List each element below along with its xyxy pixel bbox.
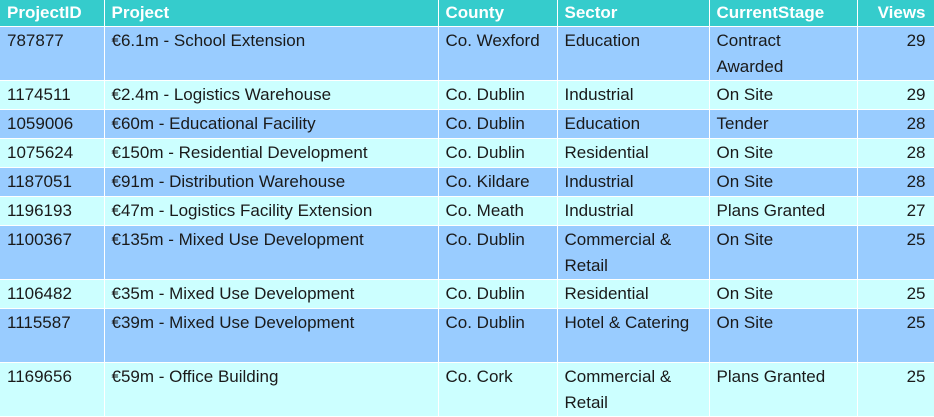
cell-projectid: 1169656 [0, 362, 105, 417]
cell-currentstage: Plans Granted [709, 196, 858, 226]
cell-currentstage: On Site [709, 167, 858, 197]
table-row[interactable]: 1169656 €59m - Office Building Co. Cork … [0, 362, 934, 417]
cell-county: Co. Dublin [438, 308, 558, 363]
cell-county: Co. Meath [438, 196, 558, 226]
cell-project: €47m - Logistics Facility Extension [104, 196, 439, 226]
table-row[interactable]: 1196193 €47m - Logistics Facility Extens… [0, 196, 934, 226]
cell-currentstage: On Site [709, 279, 858, 309]
cell-views: 25 [857, 225, 934, 280]
table-row[interactable]: 1106482 €35m - Mixed Use Development Co.… [0, 279, 934, 309]
cell-sector: Residential [557, 138, 710, 168]
cell-sector: Commercial & Retail [557, 225, 710, 280]
cell-projectid: 787877 [0, 26, 105, 81]
column-header-views[interactable]: Views [857, 0, 934, 27]
cell-project: €59m - Office Building [104, 362, 439, 417]
cell-sector: Education [557, 26, 710, 81]
cell-projectid: 1100367 [0, 225, 105, 280]
cell-views: 28 [857, 109, 934, 139]
cell-projectid: 1187051 [0, 167, 105, 197]
cell-views: 29 [857, 26, 934, 81]
cell-views: 25 [857, 308, 934, 363]
cell-county: Co. Dublin [438, 109, 558, 139]
cell-project: €35m - Mixed Use Development [104, 279, 439, 309]
table-row[interactable]: 1075624 €150m - Residential Development … [0, 138, 934, 168]
column-header-project[interactable]: Project [104, 0, 439, 27]
cell-sector: Commercial & Retail [557, 362, 710, 417]
cell-county: Co. Cork [438, 362, 558, 417]
cell-projectid: 1196193 [0, 196, 105, 226]
table-row[interactable]: 1115587 €39m - Mixed Use Development Co.… [0, 308, 934, 363]
cell-project: €150m - Residential Development [104, 138, 439, 168]
cell-currentstage: Tender [709, 109, 858, 139]
column-header-currentstage[interactable]: CurrentStage [709, 0, 858, 27]
cell-sector: Education [557, 109, 710, 139]
column-header-sector[interactable]: Sector [557, 0, 710, 27]
table-row[interactable]: 1100367 €135m - Mixed Use Development Co… [0, 225, 934, 280]
cell-views: 25 [857, 362, 934, 417]
cell-project: €60m - Educational Facility [104, 109, 439, 139]
cell-project: €39m - Mixed Use Development [104, 308, 439, 363]
cell-projectid: 1115587 [0, 308, 105, 363]
cell-currentstage: On Site [709, 138, 858, 168]
table-row[interactable]: 787877 €6.1m - School Extension Co. Wexf… [0, 26, 934, 81]
table-row[interactable]: 1174511 €2.4m - Logistics Warehouse Co. … [0, 80, 934, 110]
cell-county: Co. Dublin [438, 138, 558, 168]
cell-currentstage: On Site [709, 80, 858, 110]
cell-currentstage: On Site [709, 225, 858, 280]
cell-views: 28 [857, 167, 934, 197]
cell-views: 29 [857, 80, 934, 110]
cell-sector: Industrial [557, 167, 710, 197]
cell-views: 27 [857, 196, 934, 226]
cell-county: Co. Dublin [438, 80, 558, 110]
cell-currentstage: Contract Awarded [709, 26, 858, 81]
cell-views: 25 [857, 279, 934, 309]
cell-county: Co. Dublin [438, 279, 558, 309]
cell-sector: Industrial [557, 80, 710, 110]
cell-views: 28 [857, 138, 934, 168]
cell-project: €2.4m - Logistics Warehouse [104, 80, 439, 110]
column-header-county[interactable]: County [438, 0, 558, 27]
cell-sector: Industrial [557, 196, 710, 226]
table-row[interactable]: 1187051 €91m - Distribution Warehouse Co… [0, 167, 934, 197]
cell-project: €91m - Distribution Warehouse [104, 167, 439, 197]
cell-project: €6.1m - School Extension [104, 26, 439, 81]
column-header-projectid[interactable]: ProjectID [0, 0, 105, 27]
cell-project: €135m - Mixed Use Development [104, 225, 439, 280]
cell-sector: Hotel & Catering [557, 308, 710, 363]
cell-projectid: 1059006 [0, 109, 105, 139]
cell-projectid: 1174511 [0, 80, 105, 110]
cell-currentstage: On Site [709, 308, 858, 363]
cell-projectid: 1106482 [0, 279, 105, 309]
header-row: ProjectID Project County Sector CurrentS… [0, 0, 934, 27]
cell-county: Co. Wexford [438, 26, 558, 81]
cell-county: Co. Dublin [438, 225, 558, 280]
cell-currentstage: Plans Granted [709, 362, 858, 417]
cell-county: Co. Kildare [438, 167, 558, 197]
cell-sector: Residential [557, 279, 710, 309]
cell-projectid: 1075624 [0, 138, 105, 168]
table-row[interactable]: 1059006 €60m - Educational Facility Co. … [0, 109, 934, 139]
